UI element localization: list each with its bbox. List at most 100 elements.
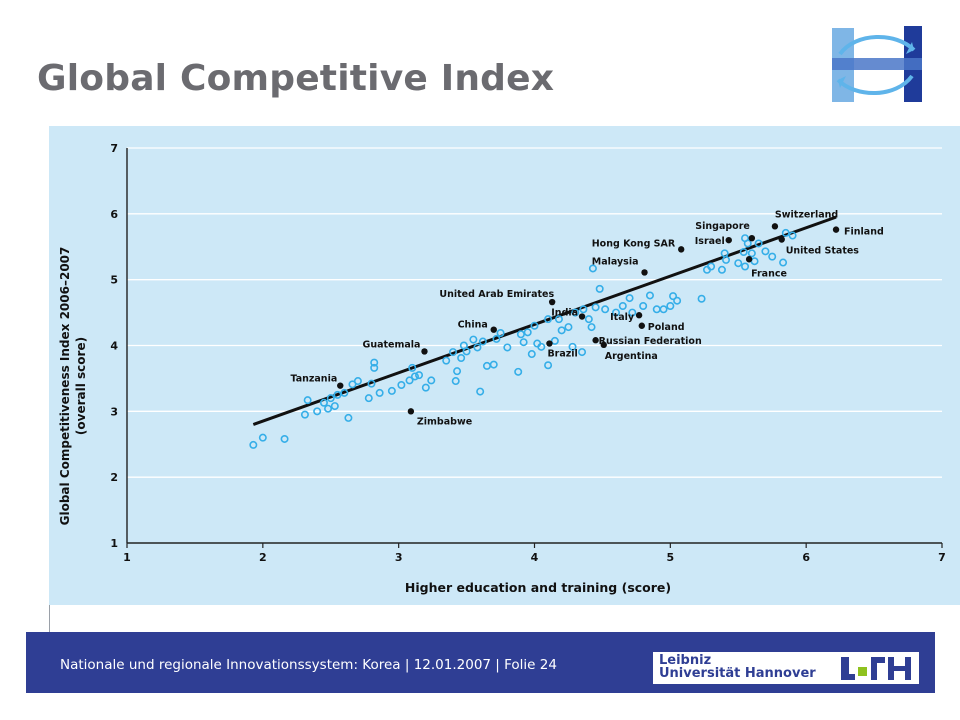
data-point [496,328,505,337]
luh-mark-icon [841,657,911,680]
data-point [364,394,373,403]
data-point [595,284,604,293]
data-point [367,379,376,388]
data-point [503,343,512,352]
data-point [618,302,627,311]
labeled-data-point [600,341,607,349]
labeled-data-point [725,236,732,244]
data-point-label: Finland [844,227,884,238]
labeled-data-point [678,246,685,253]
data-point [516,330,525,339]
data-point [340,388,349,397]
x-tick-label: 6 [802,551,810,564]
data-point [779,258,788,267]
data-point [387,386,396,395]
labeled-data-point [421,348,428,355]
x-tick-label: 5 [667,551,675,564]
labeled-data-point [490,326,497,333]
data-point [375,388,384,397]
data-point [571,308,580,317]
divider [49,605,50,633]
leibniz-university-hannover-logo: Leibniz Universität Hannover [653,652,919,684]
slide-title: Global Competitive Index [37,58,555,99]
chart-panel: 1 2 3 4 5 6 7 1 2 3 4 5 6 7 Switzerland Finland Singapo… [49,126,960,605]
data-point [300,410,309,419]
x-tick-label: 4 [531,551,539,564]
data-point [739,248,748,257]
logo-line-2: Universität Hannover [659,666,816,681]
data-point [530,321,539,330]
data-point [754,239,763,248]
data-point [427,376,436,385]
y-tick-label: 5 [110,274,118,287]
data-point [722,255,731,264]
labeled-data-point [578,313,586,320]
data-point [457,354,466,363]
data-point [578,348,587,357]
data-point-label: India [551,308,578,319]
data-point [625,294,634,303]
data-point [408,363,417,372]
labeled-data-point [548,298,556,306]
data-point [313,407,322,416]
data-point [370,363,379,372]
data-point-label: Zimbabwe [417,416,472,427]
y-tick-label: 1 [110,537,118,550]
labeled-data-point [635,312,643,319]
data-point [741,262,750,271]
data-point [628,308,637,317]
data-point [750,257,759,266]
data-point [768,252,777,261]
data-point-label: United States [786,246,860,257]
data-point [550,336,559,345]
data-point-label: United Arab Emirates [439,289,554,300]
data-point [326,394,335,403]
data-point [611,308,620,317]
data-point [673,296,682,305]
data-point [639,302,648,311]
x-tick-label: 3 [395,551,403,564]
data-point [473,343,482,352]
data-point [462,347,471,356]
labeled-data-point [638,322,646,329]
y-tick-label: 4 [110,340,118,353]
data-point [659,305,668,314]
data-point [652,305,661,314]
x-tick-label: 2 [259,551,267,564]
data-point [544,315,553,324]
data-point [601,305,610,314]
labeled-data-point [546,340,553,347]
data-point [410,372,419,381]
data-point [564,323,573,332]
data-point [554,315,563,324]
data-point [405,376,414,385]
y-tick-label: 7 [110,142,118,155]
data-point [330,402,339,411]
data-point [557,326,566,335]
data-point [587,323,596,332]
data-point [588,264,597,273]
data-point [514,367,523,376]
data-point [584,315,593,324]
data-point [469,335,478,344]
data-point [788,231,797,240]
labeled-data-point [778,236,785,243]
data-point [523,328,532,337]
data-point [591,303,600,312]
data-point-label: Brazil [547,349,577,360]
data-point-label: Hong Kong SAR [592,238,676,249]
x-axis-label: Higher education and training (score) [405,580,671,595]
data-point-label: Argentina [605,351,658,362]
y-tick-label: 2 [110,471,118,484]
data-point-label: Guatemala [363,339,421,350]
data-point [544,361,553,370]
data-point [537,342,546,351]
data-point [333,390,342,399]
y-axis-label: Global Competitiveness Index 2006–2007 [58,247,72,526]
data-point [303,396,312,405]
data-point [747,249,756,258]
y-tick-label: 3 [110,405,118,418]
data-point [697,294,706,303]
data-point [492,334,501,343]
data-point [397,381,406,390]
